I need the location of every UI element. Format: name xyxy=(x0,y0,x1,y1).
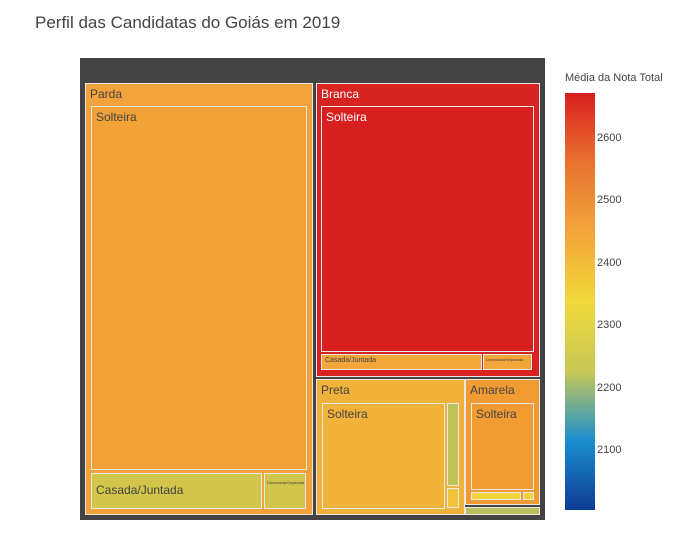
tile-branca-solteira[interactable]: Solteira xyxy=(321,106,534,352)
tile-label: Divorciada/Separada xyxy=(486,357,524,362)
tile-label: Solteira xyxy=(476,407,517,421)
tile-parda-casada[interactable]: Casada/Juntada xyxy=(91,473,262,509)
tile-other-sub[interactable] xyxy=(465,507,540,515)
colorbar-tick: 2100 xyxy=(597,444,622,456)
colorbar-tick: 2500 xyxy=(597,194,622,206)
tile-label: Preta xyxy=(321,383,350,397)
tile-preta-sub2[interactable] xyxy=(447,488,459,508)
colorbar-tick: 2600 xyxy=(597,132,622,144)
chart-title: Perfil das Candidatas do Goiás em 2019 xyxy=(35,13,341,32)
colorbar-tick: 2300 xyxy=(597,319,622,331)
tile-label: Solteira xyxy=(96,110,137,124)
tile-label: Amarela xyxy=(470,383,515,397)
tile-parda-solteira[interactable]: Solteira xyxy=(91,106,307,470)
colorbar xyxy=(565,93,595,510)
colorbar-tick: 2200 xyxy=(597,382,622,394)
tile-branca-casada[interactable]: Casada/Juntada xyxy=(321,354,482,370)
tile-label: Solteira xyxy=(326,110,367,124)
tile-parda-divorciada[interactable]: Divorciada/Separada xyxy=(264,473,306,509)
tile-label: Solteira xyxy=(327,407,368,421)
tile-label: Parda xyxy=(90,87,123,101)
tile-amarela-sub2[interactable] xyxy=(523,492,534,500)
tile-branca-divorciada[interactable]: Divorciada/Separada xyxy=(483,354,532,370)
treemap[interactable]: Parda Solteira Casada/Juntada Divorciada… xyxy=(80,58,545,520)
tile-label: Divorciada/Separada xyxy=(267,480,305,485)
tile-label: Casada/Juntada xyxy=(96,483,184,497)
tile-amarela-sub1[interactable] xyxy=(471,492,521,500)
colorbar-tick: 2400 xyxy=(597,257,622,269)
tile-preta-sub1[interactable] xyxy=(447,403,459,486)
tile-amarela-solteira[interactable]: Solteira xyxy=(471,403,534,490)
tile-label: Casada/Juntada xyxy=(325,357,376,364)
tile-preta-solteira[interactable]: Solteira xyxy=(322,403,445,509)
tile-label: Branca xyxy=(321,87,360,101)
colorbar-title: Média da Nota Total xyxy=(565,72,663,84)
